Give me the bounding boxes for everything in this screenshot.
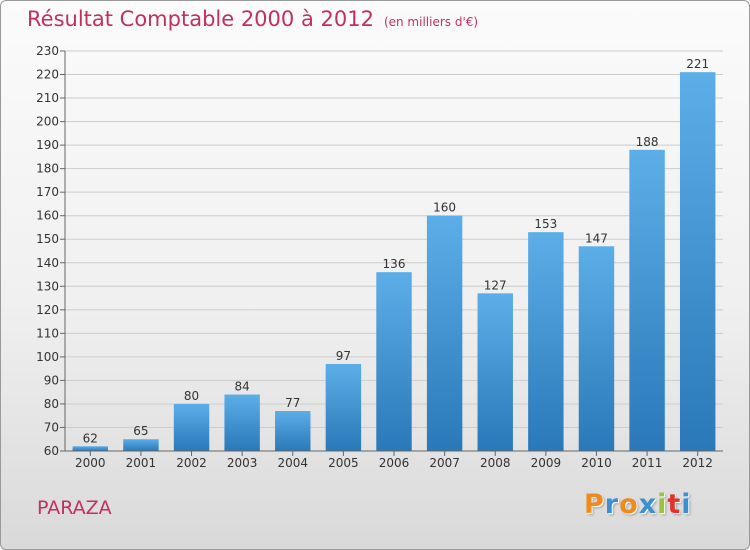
data-label: 221 — [686, 57, 709, 71]
x-tick-label: 2009 — [531, 456, 562, 470]
y-tick-label: 70 — [44, 420, 59, 434]
bar-2003 — [224, 394, 260, 451]
bar-2002 — [173, 403, 210, 451]
data-label: 65 — [133, 424, 148, 438]
x-tick-label: 2006 — [379, 456, 410, 470]
y-tick-label: 190 — [36, 138, 59, 152]
y-tick-label: 120 — [36, 303, 59, 317]
data-label: 188 — [636, 135, 659, 149]
x-tick-label: 2004 — [277, 456, 308, 470]
chart-title: Résultat Comptable 2000 à 2012 (en millie… — [27, 7, 478, 31]
bar-2010 — [578, 246, 615, 451]
bar-2005 — [325, 363, 362, 451]
logo-letter: x — [638, 489, 658, 520]
x-tick-label: 2002 — [176, 456, 207, 470]
bar-2012 — [679, 72, 716, 452]
bar-2008 — [477, 293, 513, 451]
y-tick-label: 60 — [44, 444, 59, 458]
logo-letter: P — [584, 489, 605, 520]
y-tick-label: 100 — [36, 350, 59, 364]
logo-letter: t — [667, 489, 682, 520]
data-label: 136 — [383, 257, 406, 271]
data-label: 160 — [433, 201, 456, 215]
data-label: 147 — [585, 231, 608, 245]
logo-letter: i — [681, 489, 692, 520]
chart-title-text: Résultat Comptable 2000 à 2012 — [27, 7, 374, 31]
chart-unit: (en milliers d'€) — [383, 15, 479, 29]
data-label: 127 — [484, 278, 507, 292]
x-tick-label: 2007 — [429, 456, 460, 470]
data-label: 77 — [285, 396, 300, 410]
x-tick-label: 2008 — [480, 456, 511, 470]
x-tick-label: 2011 — [632, 456, 663, 470]
y-tick-label: 90 — [44, 373, 59, 387]
y-tick-label: 180 — [36, 162, 59, 176]
proxiti-logo: Proxiti — [584, 489, 692, 520]
data-label: 84 — [235, 380, 250, 394]
y-tick-label: 130 — [36, 279, 59, 293]
x-tick-label: 2005 — [328, 456, 359, 470]
y-tick-label: 200 — [36, 115, 59, 129]
logo-letter: r — [604, 489, 620, 520]
bar-2006 — [376, 272, 412, 451]
x-tick-label: 2012 — [682, 456, 713, 470]
y-tick-label: 150 — [36, 232, 59, 246]
bar-2007 — [426, 215, 463, 451]
x-tick-label: 2000 — [75, 456, 106, 470]
logo-letter: i — [657, 489, 668, 520]
data-label: 62 — [83, 431, 98, 445]
bar-2004 — [275, 411, 311, 451]
y-tick-label: 160 — [36, 209, 59, 223]
y-tick-label: 220 — [36, 68, 59, 82]
logo-letter: o — [619, 489, 639, 520]
bar-2009 — [528, 232, 564, 451]
y-tick-label: 80 — [44, 397, 59, 411]
bar-2000 — [72, 446, 109, 451]
y-axis-ticks: 60 70 80 90 100 110 120 130 140 150 160 170 180 190 20… — [36, 44, 65, 458]
y-tick-label: 140 — [36, 256, 59, 270]
x-tick-label: 2001 — [126, 456, 157, 470]
bar-2011 — [629, 149, 665, 451]
x-tick-label: 2010 — [581, 456, 612, 470]
x-axis-ticks: 2000 2001 2002 2003 2004 2005 2006 2007 2008 2009… — [75, 451, 713, 470]
data-labels: 62 65 80 84 77 97 136 160 127 153 147 188 221 — [83, 57, 709, 445]
bar-2001 — [123, 439, 159, 451]
place-name: PARAZA — [37, 497, 112, 519]
y-tick-label: 110 — [36, 326, 59, 340]
data-label: 80 — [184, 389, 199, 403]
data-label: 97 — [336, 349, 351, 363]
y-tick-label: 170 — [36, 185, 59, 199]
data-label: 153 — [534, 217, 557, 231]
bars — [72, 72, 716, 452]
y-tick-label: 210 — [36, 91, 59, 105]
y-tick-label: 230 — [36, 44, 59, 58]
x-tick-label: 2003 — [227, 456, 258, 470]
